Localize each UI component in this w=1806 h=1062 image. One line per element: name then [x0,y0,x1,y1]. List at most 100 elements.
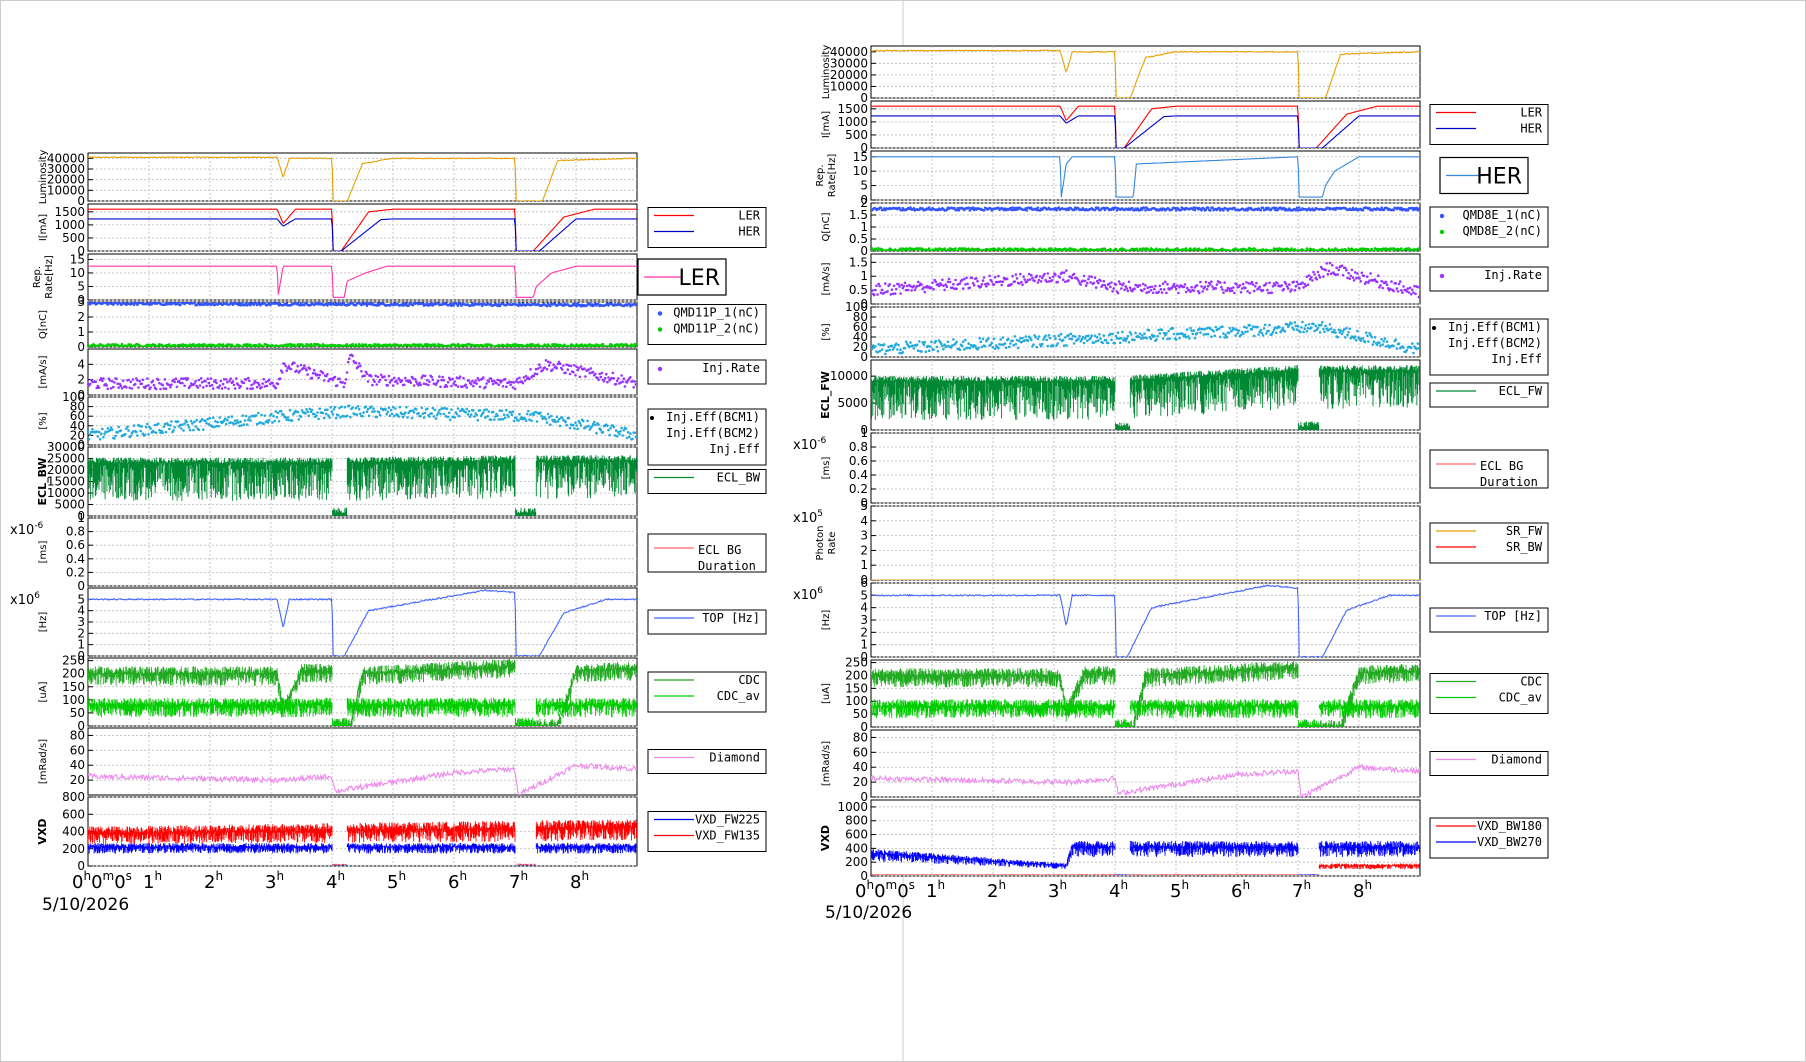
ytick-label: 0.2 [66,565,85,579]
legend-label: TOP [Hz] [702,611,760,625]
legend-label: QMD8E_1(nC) [1463,208,1542,222]
ytick-label: 1000 [54,218,85,232]
legend-frame [1429,607,1549,633]
svg-text:Q[nC]: Q[nC] [821,212,832,241]
ytick-label: 1000 [837,800,868,814]
xtick-label: 3h [265,869,284,893]
svg-text:[mRad/s]: [mRad/s] [38,739,49,784]
xtick-label: 0h0m0s [72,869,132,893]
legend-frame [647,469,767,494]
ytick-label: 20000 [830,68,868,82]
ytick-label: 2 [77,373,85,387]
ytick-label: 250 [845,656,868,670]
series-ECL-BW [88,455,637,516]
ytick-label: 20 [853,775,868,789]
series-CDC [871,661,1420,727]
ytick-label: 2 [860,196,868,210]
ring-label-box: LER [637,258,727,296]
svg-text:[%]: [%] [821,323,832,340]
ytick-label: 3 [860,613,868,627]
ytick-label: 20000 [47,463,85,477]
ytick-label: 25000 [47,452,85,466]
legend-label: Duration [698,559,756,573]
series-QMD11P-1-nC- [88,302,637,308]
cdc-series [88,659,637,726]
dia-frame [87,727,638,796]
xtick-label: 1h [926,878,945,902]
q-legend: QMD8E_1(nC) QMD8E_2(nC) [1429,206,1549,248]
legend-label: VXD_BW180 [1477,819,1542,833]
svg-text:Rate: Rate [827,532,838,555]
dia-series [871,764,1420,797]
legend-frame [647,304,767,345]
ytick-label: 60 [70,409,85,423]
svg-text:Luminosity: Luminosity [38,150,49,205]
ytick-label: 1 [77,638,85,652]
xtick-label: 2h [204,869,223,893]
legend-label: Inj.Eff [1491,352,1542,366]
cur-ylabel: I[mA] [821,111,832,138]
series-Inj-Eff [88,404,637,441]
ytick-label: 0.5 [849,283,868,297]
ytick-label: 40 [70,419,85,433]
ytick-label: 6 [860,576,868,590]
ytick-label: 400 [62,825,85,839]
legend-label: ECL_FW [1499,384,1543,398]
series-HER [871,156,1420,198]
legend-marker [1439,273,1445,279]
dia-ylabel: [mRad/s] [821,741,832,786]
ytick-label: 10000 [830,79,868,93]
ytick-label: 10000 [47,486,85,500]
panel-vxd: 800 600 400 200 0 VXD VXD_FW225 VXD_FW135 [36,790,767,873]
ytick-label: 10000 [47,183,85,197]
top-legend: TOP [Hz] [1429,607,1549,633]
eclbg-frame [87,517,638,587]
legend-frame [647,533,767,573]
ytick-label: 500 [62,231,85,245]
ytick-label: 0 [77,649,85,663]
dia-frame [870,729,1421,798]
xtick-label: 2h [987,878,1006,902]
vxd-series [88,819,637,866]
legend-label: Inj.Eff(BCM2) [1448,336,1542,350]
ytick-label: 250 [62,654,85,668]
legend-frame [1429,817,1549,859]
series-Inj-Eff [871,320,1420,356]
legend-frame [1429,673,1549,714]
lum-series [88,156,637,201]
ytick-label: 0 [860,573,868,587]
series-HER [88,218,637,251]
series-Luminosity [88,156,637,201]
legend-marker [657,327,663,332]
ytick-label: 0 [860,193,868,207]
eff-frame [870,306,1421,358]
legend-label: Diamond [709,751,760,765]
svg-text:ECL_FW: ECL_FW [819,371,832,419]
ytick-label: 0 [77,244,85,258]
series-HER [871,115,1420,148]
lum-frame [870,45,1421,99]
eff-ylabel: [%] [38,412,49,429]
ytick-label: 1.5 [849,208,868,222]
ytick-label: 0 [860,91,868,105]
legend-label: VXD_BW270 [1477,835,1542,849]
ytick-label: 0 [77,509,85,523]
ytick-label: 1 [860,426,868,440]
legend-marker [1432,326,1436,330]
legend-frame [1429,751,1549,776]
legend-label: Inj.Eff(BCM2) [666,426,760,440]
svg-text:Q[nC]: Q[nC] [38,310,49,339]
ytick-label: 200 [845,855,868,869]
legend-frame [647,408,767,466]
ytick-label: 1500 [54,205,85,219]
lum-ylabel: Luminosity [38,150,49,205]
svg-text:Rep.: Rep. [815,164,826,186]
top-legend: TOP [Hz] [647,609,767,635]
ytick-label: 1 [860,220,868,234]
ytick-label: 0 [860,350,868,364]
series-ECL-FW [871,365,1420,430]
ytick-label: 0 [860,650,868,664]
